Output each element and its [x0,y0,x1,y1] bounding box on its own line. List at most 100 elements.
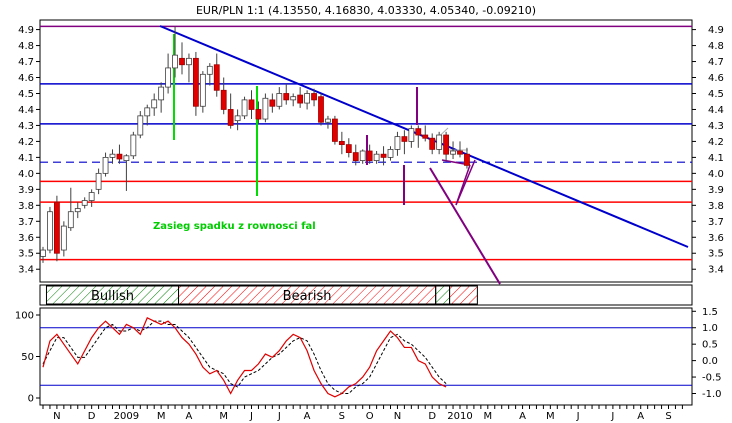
time-tick-label: A [186,411,193,422]
zone-band-3 [435,285,451,305]
time-tick-label: A [519,411,526,422]
candle-51 [387,146,394,161]
price-tick-label-left: 3.9 [18,185,34,196]
candle-body-down [415,128,422,136]
candle-body-down [220,89,227,110]
candle-20 [172,26,178,78]
osc-left-tick-label: 50 [21,352,34,363]
price-tick-label-right: 4.7 [708,57,724,68]
candle-11 [109,149,116,164]
candle-50 [380,146,387,166]
candle-body-up [74,208,81,213]
oscillator-panel-frame [39,307,693,406]
candle-24 [199,71,206,113]
zone-band-4 [449,285,478,305]
candle-body-up [276,93,283,107]
time-axis-ticks: N D 2009 M A M J J A S O N D 2010 M A M J J A S [42,405,683,422]
osc-right-tick-label: 1.5 [702,307,718,318]
candle-2 [47,206,53,254]
candle-1 [40,246,46,263]
time-tick-label: A [304,411,311,422]
candle-35 [276,87,283,110]
candle-body-down [464,153,470,166]
candle-5 [67,187,74,231]
candle-body-up [137,115,144,136]
price-tick-label-left: 4.2 [18,137,34,148]
price-tick-label-right: 4.1 [708,153,724,164]
candle-47 [359,149,366,164]
candle-body-down [213,64,220,91]
candle-body-down [116,153,123,160]
price-tick-label-left: 3.6 [18,233,34,244]
candle-36 [283,83,290,105]
candle-body-down [269,99,276,107]
candle-body-up [304,93,311,104]
candle-62 [464,147,470,169]
candle-body-up [88,192,95,201]
price-tick-label-right: 4.3 [708,121,724,132]
zone-label-1: Bullish [91,289,134,304]
candle-body-up [241,99,248,117]
candle-45 [345,138,352,158]
candle-3 [54,195,60,262]
candle-body-up [158,86,165,101]
candle-body-up [325,118,331,123]
candle-57 [429,133,436,155]
candle-body-down [54,201,60,254]
price-tick-label-left: 4.0 [18,169,34,180]
price-tick-label-right: 3.7 [708,217,724,228]
candle-body-down [352,152,359,161]
price-tick-label-right: 3.8 [708,201,724,212]
candle-6 [74,202,81,219]
time-tick-label: M [546,411,555,422]
candle-body-down [366,150,373,161]
time-tick-label: M [483,411,492,422]
price-tick-label-left: 4.9 [18,25,34,36]
price-tick-label-left: 4.7 [18,57,34,68]
candle-42 [325,115,331,129]
candle-body-up [47,211,53,251]
oscillator: 0 50 100 1.5 1.0 0.5 0.0 -0.5 -1.0 [15,307,722,405]
candle-body-up [130,134,137,157]
candle-body-down [401,136,408,142]
candle-54 [408,125,415,148]
candle-body-up [151,99,158,109]
candle-12 [116,144,123,164]
purple-projection-line [429,167,501,285]
zone-label-2: Bearish [283,289,332,304]
candle-body-down [422,134,429,139]
candle-body-down [331,118,338,142]
candlesticks [40,26,470,263]
candle-21 [179,42,185,75]
price-tick-label-right: 4.5 [708,89,724,100]
candle-body-up [102,156,109,174]
candle-body-down [429,137,436,150]
candle-15 [137,111,144,139]
candle-body-down [283,93,290,101]
candle-19 [165,53,172,94]
candle-34 [269,93,276,113]
osc-right-tick-label: 0.0 [702,356,718,367]
time-tick-label: M [219,411,228,422]
osc-right-tick-label: 1.0 [702,323,718,334]
candle-body-up [165,67,172,88]
candle-26 [213,53,220,97]
candle-body-up [172,54,178,69]
candle-10 [102,152,109,177]
candle-16 [144,104,151,126]
candle-body-up [206,65,213,75]
candle-body-up [40,249,46,257]
candle-body-down [179,57,185,66]
candle-49 [373,151,380,164]
candle-body-up [186,57,192,66]
candle-44 [338,131,345,155]
price-tick-label-left: 3.7 [18,217,34,228]
candle-30 [241,96,248,120]
candle-body-down [297,94,304,104]
time-tick-label: M [157,411,166,422]
candle-body-down [192,57,199,107]
time-tick-label: 2009 [114,411,139,422]
candle-32 [255,101,262,124]
candle-body-down [457,150,463,155]
candle-43 [331,115,338,145]
